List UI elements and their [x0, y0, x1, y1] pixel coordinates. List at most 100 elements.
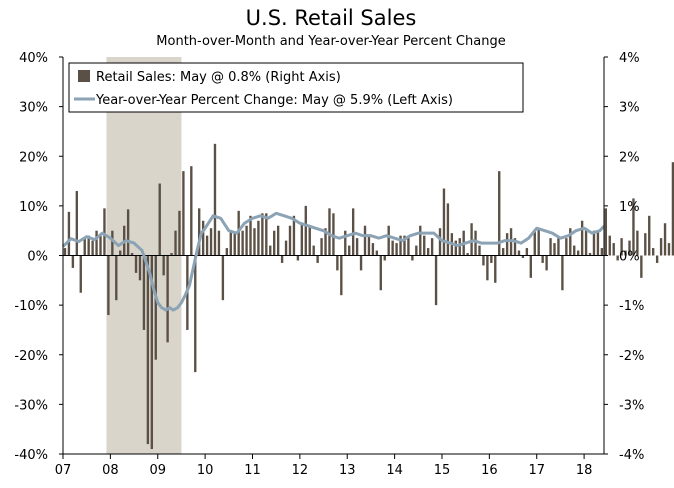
retail-sales-bar: [395, 243, 398, 256]
retail-sales-bar: [142, 255, 146, 330]
retail-sales-bar: [150, 255, 154, 450]
retail-sales-bar: [632, 198, 635, 256]
retail-sales-bar: [628, 240, 631, 256]
retail-sales-bar: [608, 235, 611, 256]
retail-sales-bar: [470, 223, 473, 256]
retail-sales-bar: [517, 250, 521, 256]
retail-sales-bar: [367, 235, 371, 256]
retail-sales-bar: [644, 233, 647, 256]
right-axis-tick-label: -1%: [619, 299, 644, 314]
retail-sales-bar: [482, 255, 485, 266]
retail-sales-bar: [466, 253, 469, 256]
plot-area: [61, 57, 674, 454]
retail-sales-bar: [383, 255, 386, 261]
retail-sales-bar: [198, 208, 201, 256]
retail-sales-bar: [588, 253, 592, 256]
retail-sales-bar: [351, 208, 355, 256]
x-axis-tick-label: 08: [102, 463, 119, 478]
retail-sales-bar: [87, 235, 90, 256]
left-axis-tick-label: -40%: [14, 448, 48, 463]
x-axis-tick-label: 10: [197, 463, 214, 478]
x-axis-tick-label: 18: [576, 463, 593, 478]
retail-sales-bar: [478, 245, 481, 256]
retail-sales-bar: [63, 248, 67, 256]
retail-sales-bar: [320, 238, 323, 256]
x-axis-tick-label: 16: [481, 463, 498, 478]
retail-sales-bar: [83, 238, 86, 256]
retail-sales-bar: [292, 215, 296, 256]
retail-sales-bar: [130, 253, 134, 256]
left-axis-tick-label: 10%: [19, 200, 48, 215]
retail-sales-bar: [146, 255, 150, 445]
retail-sales-bar: [430, 238, 434, 256]
retail-sales-bar: [225, 248, 229, 256]
retail-sales-bar: [446, 203, 450, 256]
retail-sales-bar: [529, 255, 532, 278]
retail-sales-bar: [316, 255, 319, 263]
retail-sales-bar: [569, 228, 572, 256]
x-axis-tick-label: 07: [55, 463, 72, 478]
retail-sales-bar: [663, 223, 667, 256]
retail-sales-bar: [592, 230, 596, 256]
retail-sales-bar: [71, 255, 75, 268]
right-axis-tick-label: -3%: [619, 398, 644, 413]
retail-sales-bar: [426, 248, 430, 256]
retail-sales-bar: [336, 255, 339, 271]
retail-sales-bar: [304, 205, 307, 256]
x-axis-tick-label: 15: [434, 463, 451, 478]
retail-sales-bar: [300, 223, 304, 256]
retail-sales-bar: [616, 255, 619, 261]
retail-sales-bar: [533, 230, 536, 256]
retail-sales-bar: [178, 210, 181, 256]
left-axis-tick-label: 40%: [19, 51, 48, 66]
retail-sales-bar: [182, 171, 185, 256]
x-axis-tick-label: 09: [149, 463, 166, 478]
retail-sales-bar: [375, 250, 379, 256]
retail-sales-bar: [288, 225, 292, 256]
retail-sales-bar: [95, 230, 98, 256]
retail-sales-bar: [525, 248, 529, 256]
retail-sales-bar: [359, 255, 363, 271]
retail-sales-bar: [434, 255, 438, 306]
retail-sales-bar: [505, 233, 509, 256]
x-axis-tick-label: 17: [528, 463, 545, 478]
retail-sales-bar: [577, 250, 580, 256]
left-axis-tick-label: -10%: [14, 299, 48, 314]
retail-sales-bar: [284, 240, 288, 256]
retail-sales-bar: [344, 230, 347, 256]
retail-sales-bar: [170, 253, 173, 256]
x-axis-tick-label: 12: [292, 463, 309, 478]
retail-sales-bar: [561, 255, 564, 291]
retail-sales-bar: [387, 225, 390, 256]
retail-sales-bar: [584, 228, 588, 256]
retail-sales-bar: [79, 255, 82, 293]
retail-sales-bar: [241, 230, 244, 256]
retail-sales-bar: [573, 245, 576, 256]
retail-sales-bar: [486, 255, 489, 281]
right-axis-tick-label: 0%: [619, 250, 640, 265]
retail-sales-bar: [261, 213, 264, 256]
chart-title: U.S. Retail Sales: [246, 6, 417, 30]
retail-sales-bar: [280, 255, 284, 263]
retail-sales-bar: [474, 230, 477, 256]
retail-sales-bar: [624, 250, 627, 256]
retail-sales-bar: [111, 230, 114, 256]
axes: 40% 30% 20% 10% 0% -10% -20% -30% -40% 4% 3% 2% 1% 0%…: [14, 51, 644, 478]
retail-sales-bar: [158, 183, 161, 256]
retail-sales-bar: [423, 235, 426, 256]
retail-sales-bar: [233, 233, 236, 256]
retail-sales-bar: [501, 248, 505, 256]
retail-sales-bar: [659, 238, 663, 256]
retail-sales-bar: [379, 255, 382, 291]
retail-sales-bar: [454, 240, 457, 256]
retail-sales-bar: [245, 225, 248, 256]
retail-sales-bar: [648, 215, 651, 256]
x-axis-tick-label: 14: [386, 463, 403, 478]
retail-sales-bar: [521, 255, 525, 258]
retail-sales-bar: [99, 235, 102, 256]
left-axis-tick-label: -20%: [14, 349, 48, 364]
retail-sales-bar: [371, 243, 375, 256]
right-axis-tick-label: 3%: [619, 101, 640, 116]
retail-sales-bar: [415, 245, 418, 256]
